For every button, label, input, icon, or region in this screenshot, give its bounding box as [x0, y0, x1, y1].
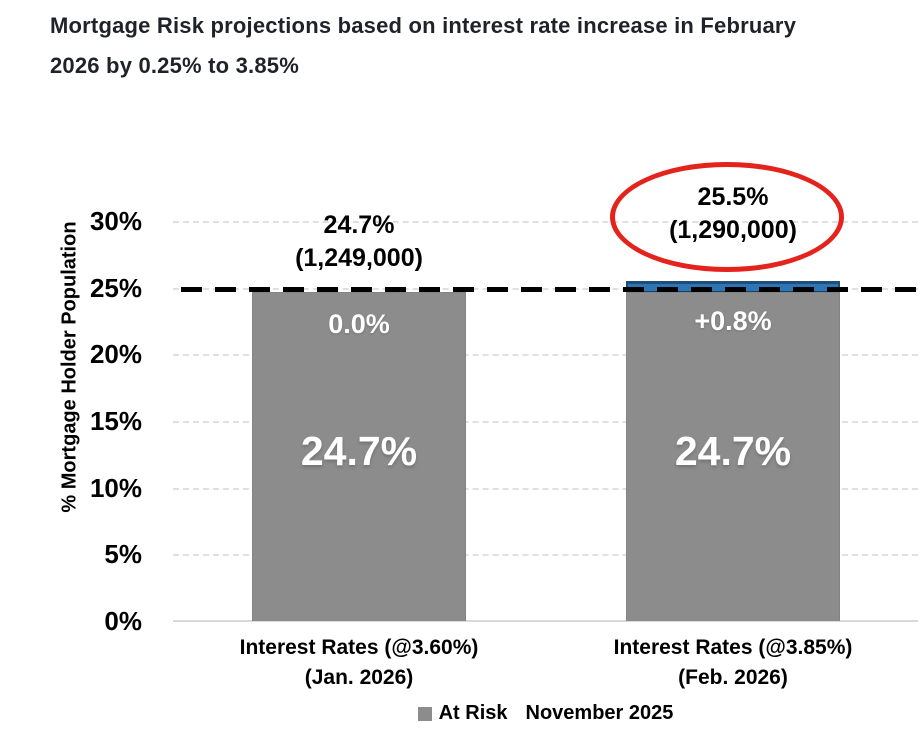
y-tick-5: 5% — [104, 539, 142, 569]
bar-jan-2026 — [252, 221, 466, 621]
gridline-5 — [173, 554, 918, 556]
highlight-ellipse — [610, 162, 844, 272]
x-axis-baseline — [173, 620, 918, 622]
bar-jan-total-count: (1,249,000) — [295, 244, 423, 272]
bar-jan-at-risk-segment — [252, 291, 466, 621]
legend: At Risk November 2025 — [173, 702, 918, 725]
x-category-jan-line1: Interest Rates (@3.60%) — [239, 636, 479, 659]
reference-line — [181, 287, 917, 292]
gridline-30 — [173, 221, 918, 223]
y-tick-0: 0% — [104, 606, 142, 636]
bar-feb-2026 — [626, 221, 840, 621]
x-category-jan-line2: (Jan. 2026) — [304, 666, 414, 689]
chart-title: Mortgage Risk projections based on inter… — [50, 6, 895, 86]
bar-jan-delta-label: 0.0% — [328, 309, 390, 339]
bar-feb-delta-label: +0.8% — [694, 306, 772, 336]
chart-title-line2: 2026 by 0.25% to 3.85% — [50, 53, 299, 78]
bar-jan-total-labels: 24.7% (1,249,000) — [252, 209, 466, 275]
bar-jan-total-pct: 24.7% — [323, 211, 395, 239]
x-category-jan: Interest Rates (@3.60%) (Jan. 2026) — [209, 633, 509, 693]
y-tick-30: 30% — [89, 206, 142, 236]
gridline-20 — [173, 354, 918, 356]
x-category-feb: Interest Rates (@3.85%) (Feb. 2026) — [583, 633, 883, 693]
legend-at-risk-swatch-icon — [417, 706, 432, 721]
y-tick-25: 25% — [89, 273, 142, 303]
bar-feb-at-risk-segment — [626, 291, 840, 621]
y-tick-10: 10% — [89, 473, 142, 503]
x-category-feb-line1: Interest Rates (@3.85%) — [613, 636, 853, 659]
gridline-15 — [173, 421, 918, 423]
bar-jan-base-label: 24.7% — [300, 428, 418, 474]
y-tick-15: 15% — [89, 406, 142, 436]
legend-at-risk-label: At Risk — [438, 702, 508, 724]
legend-note: November 2025 — [525, 702, 674, 724]
bar-feb-base-label: 24.7% — [674, 428, 792, 474]
chart-title-line1: Mortgage Risk projections based on inter… — [50, 13, 797, 38]
y-tick-20: 20% — [89, 339, 142, 369]
x-category-feb-line2: (Feb. 2026) — [678, 666, 788, 689]
gridline-10 — [173, 488, 918, 490]
